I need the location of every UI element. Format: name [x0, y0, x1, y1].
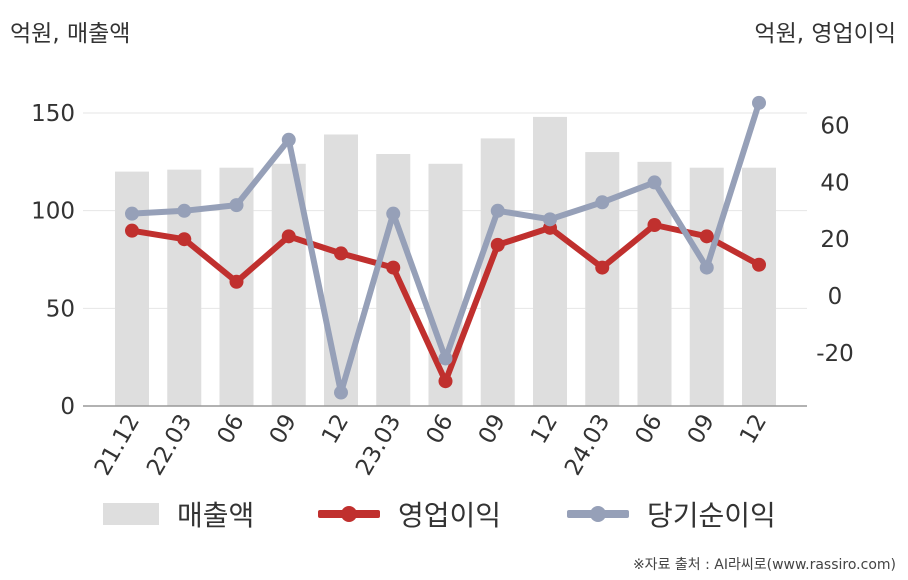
x-tick-label: 22.03 [142, 410, 197, 480]
bar-sales [742, 167, 776, 406]
point-net [490, 203, 505, 218]
x-tick-label: 12 [526, 410, 563, 448]
y-left-tick-label: 50 [46, 296, 75, 322]
x-tick-label: 09 [474, 410, 511, 448]
y-left-tick-label: 150 [31, 101, 75, 127]
left-axis-unit: 억원, 매출액 [10, 21, 131, 47]
bar-sales [324, 134, 358, 406]
x-tick-label: 06 [631, 410, 668, 448]
y-left-tick-label: 0 [60, 394, 75, 420]
point-net [752, 95, 766, 110]
bar-sales [533, 116, 567, 406]
legend-label-op: 영업이익 [398, 499, 502, 532]
legend: 매출액 영업이익 당기순이익 [0, 492, 908, 536]
point-op [177, 232, 192, 247]
x-tick-label: 21.12 [90, 410, 145, 480]
bar-sales [689, 167, 724, 406]
bar-sales [376, 154, 411, 406]
point-net [595, 195, 610, 210]
x-tick-label: 09 [683, 410, 720, 448]
x-tick-label: 23.03 [351, 410, 406, 480]
point-op [595, 260, 610, 275]
point-net [281, 132, 296, 147]
x-tick-label: 06 [213, 410, 250, 448]
point-op [334, 246, 348, 261]
y-right-tick-label: 40 [820, 170, 849, 196]
y-right-tick-label: 60 [820, 114, 849, 140]
legend-item-net: 당기순이익 [567, 492, 776, 536]
x-tick-label: 12 [317, 410, 354, 448]
point-op [490, 237, 505, 252]
right-axis-unit: 억원, 영업이익 [754, 21, 896, 47]
legend-label-net: 당기순이익 [647, 499, 776, 532]
point-net [229, 198, 244, 213]
point-op [699, 229, 714, 244]
legend-item-op: 영업이익 [318, 492, 501, 536]
point-net [647, 175, 662, 190]
legend-item-sales: 매출액 [103, 492, 254, 536]
y-right-tick-label: -20 [816, 341, 854, 367]
x-tick-label: 12 [735, 410, 772, 448]
bar-sales [428, 163, 463, 406]
source-credit: ※자료 출처 : AI라씨로(www.rassiro.com) [632, 557, 896, 573]
legend-swatch-op [318, 503, 380, 525]
point-net [177, 203, 192, 218]
point-op [438, 374, 453, 389]
x-tick-label: 09 [265, 410, 302, 448]
legend-swatch-bar [103, 503, 159, 525]
y-left-tick-label: 100 [31, 199, 75, 225]
point-op [229, 274, 244, 289]
point-net [125, 206, 139, 221]
point-net [334, 385, 348, 400]
point-op [125, 223, 139, 238]
point-net [438, 351, 453, 366]
point-net [386, 206, 401, 221]
point-op [281, 229, 296, 244]
point-op [386, 260, 401, 275]
legend-label-sales: 매출액 [177, 499, 255, 532]
point-op [752, 257, 766, 272]
x-tick-label: 06 [422, 410, 459, 448]
point-net [543, 212, 557, 227]
bar-sales [585, 152, 620, 406]
point-op [647, 218, 662, 232]
point-net [699, 260, 714, 275]
x-tick-label: 24.03 [560, 410, 615, 480]
y-right-tick-label: 20 [820, 227, 849, 253]
legend-swatch-net [567, 503, 629, 525]
y-right-tick-label: 0 [828, 284, 843, 310]
